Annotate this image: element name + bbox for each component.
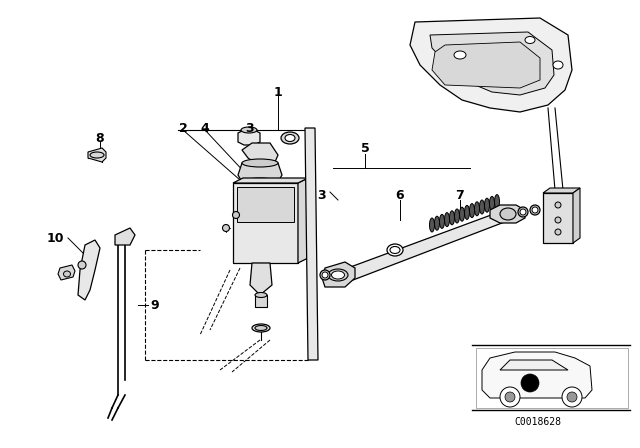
Text: 6: 6 [396, 189, 404, 202]
Ellipse shape [328, 269, 348, 281]
Polygon shape [115, 228, 135, 245]
Ellipse shape [460, 207, 465, 221]
Polygon shape [482, 352, 592, 398]
Circle shape [500, 387, 520, 407]
Ellipse shape [429, 218, 435, 232]
Ellipse shape [322, 272, 328, 278]
Ellipse shape [484, 198, 490, 212]
Ellipse shape [555, 229, 561, 235]
Text: 9: 9 [150, 298, 159, 311]
Ellipse shape [553, 61, 563, 69]
Polygon shape [242, 143, 278, 165]
Polygon shape [238, 130, 260, 145]
Ellipse shape [495, 194, 499, 209]
Ellipse shape [532, 207, 538, 213]
Polygon shape [238, 163, 282, 182]
Ellipse shape [223, 224, 230, 232]
Ellipse shape [90, 152, 104, 158]
Text: 3: 3 [317, 189, 326, 202]
Ellipse shape [474, 202, 479, 216]
Ellipse shape [78, 261, 86, 269]
Ellipse shape [435, 216, 440, 230]
Polygon shape [78, 240, 100, 300]
Text: 8: 8 [96, 132, 104, 145]
Ellipse shape [387, 244, 403, 256]
Ellipse shape [332, 271, 344, 279]
Polygon shape [430, 32, 554, 95]
Polygon shape [325, 208, 515, 285]
Polygon shape [490, 205, 525, 223]
Polygon shape [88, 148, 106, 162]
Ellipse shape [241, 127, 257, 133]
Polygon shape [250, 263, 272, 295]
Ellipse shape [454, 209, 460, 223]
Polygon shape [432, 42, 540, 88]
Polygon shape [233, 178, 308, 183]
Text: 5: 5 [360, 142, 369, 155]
Circle shape [505, 392, 515, 402]
Ellipse shape [530, 205, 540, 215]
Ellipse shape [520, 209, 526, 215]
Ellipse shape [449, 211, 454, 225]
Text: 3: 3 [246, 121, 254, 134]
Ellipse shape [255, 326, 267, 331]
Ellipse shape [285, 134, 295, 142]
Ellipse shape [255, 293, 267, 297]
Ellipse shape [390, 246, 400, 254]
Bar [233, 183, 298, 263]
Ellipse shape [454, 51, 466, 59]
Ellipse shape [479, 200, 484, 214]
Polygon shape [58, 265, 75, 280]
Ellipse shape [490, 196, 495, 211]
Text: C0018628: C0018628 [515, 417, 561, 427]
Ellipse shape [500, 208, 516, 220]
Polygon shape [322, 262, 355, 287]
Ellipse shape [525, 36, 535, 43]
Text: 1: 1 [274, 86, 282, 99]
Bar [237, 187, 294, 222]
Polygon shape [573, 188, 580, 243]
Text: 2: 2 [179, 121, 188, 134]
Ellipse shape [440, 215, 445, 228]
Ellipse shape [320, 270, 330, 280]
Ellipse shape [555, 202, 561, 208]
Ellipse shape [252, 324, 270, 332]
Ellipse shape [465, 205, 470, 220]
Text: 7: 7 [456, 189, 465, 202]
Ellipse shape [555, 217, 561, 223]
Polygon shape [543, 188, 580, 193]
Circle shape [562, 387, 582, 407]
Text: 10: 10 [46, 232, 64, 245]
Ellipse shape [445, 213, 449, 227]
Circle shape [567, 392, 577, 402]
Ellipse shape [281, 132, 299, 144]
Ellipse shape [232, 211, 239, 219]
Polygon shape [298, 178, 308, 263]
Ellipse shape [242, 178, 278, 186]
Bar [543, 193, 573, 243]
Ellipse shape [470, 203, 474, 218]
Ellipse shape [63, 271, 70, 277]
Ellipse shape [242, 159, 278, 167]
Text: 4: 4 [200, 121, 209, 134]
Polygon shape [500, 360, 568, 370]
Polygon shape [410, 18, 572, 112]
Circle shape [521, 374, 539, 392]
Ellipse shape [518, 207, 528, 217]
Polygon shape [305, 128, 318, 360]
Bar [255, 295, 267, 307]
